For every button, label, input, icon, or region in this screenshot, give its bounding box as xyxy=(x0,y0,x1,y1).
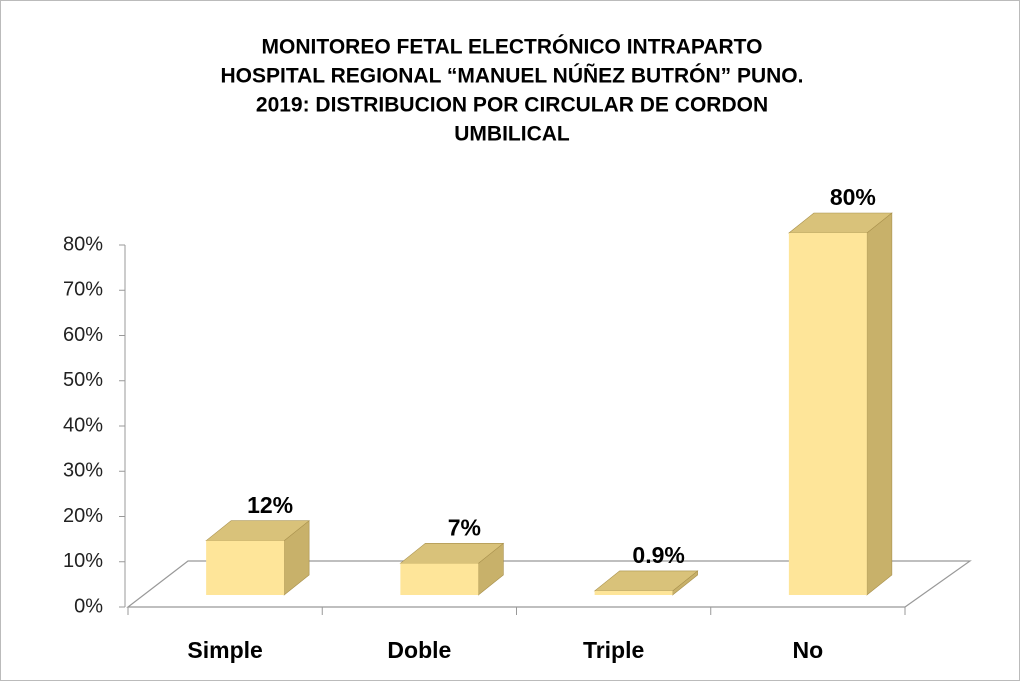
value-label: 0.9% xyxy=(632,542,684,568)
y-tick-label: 60% xyxy=(63,324,103,346)
y-tick-label: 70% xyxy=(63,279,103,301)
bar xyxy=(788,233,867,595)
value-label: 12% xyxy=(247,492,293,518)
floor xyxy=(126,560,972,608)
chart-title: 2019: DISTRIBUCION POR CIRCULAR DE CORDO… xyxy=(256,94,768,117)
x-tick-label: No xyxy=(793,637,824,663)
y-tick-label: 40% xyxy=(63,414,103,436)
x-tick-label: Triple xyxy=(583,637,644,663)
x-tick-label: Simple xyxy=(187,637,262,663)
y-tick-label: 50% xyxy=(63,369,103,391)
bar-side xyxy=(866,212,893,596)
value-label: 7% xyxy=(448,514,481,540)
y-tick-label: 10% xyxy=(63,550,103,572)
y-tick-label: 30% xyxy=(63,460,103,482)
bar xyxy=(206,540,285,595)
y-tick-label: 20% xyxy=(63,505,103,527)
chart-title: HOSPITAL REGIONAL “MANUEL NÚÑEZ BUTRÓN” … xyxy=(221,64,804,88)
bar xyxy=(594,590,673,595)
x-tick-label: Doble xyxy=(387,637,451,663)
chart-title: MONITOREO FETAL ELECTRÓNICO INTRAPARTO xyxy=(262,35,763,59)
value-label: 80% xyxy=(830,184,876,210)
y-tick-label: 0% xyxy=(74,595,103,617)
bar xyxy=(400,563,479,595)
chart-title: UMBILICAL xyxy=(454,123,570,146)
y-tick-label: 80% xyxy=(63,233,103,255)
